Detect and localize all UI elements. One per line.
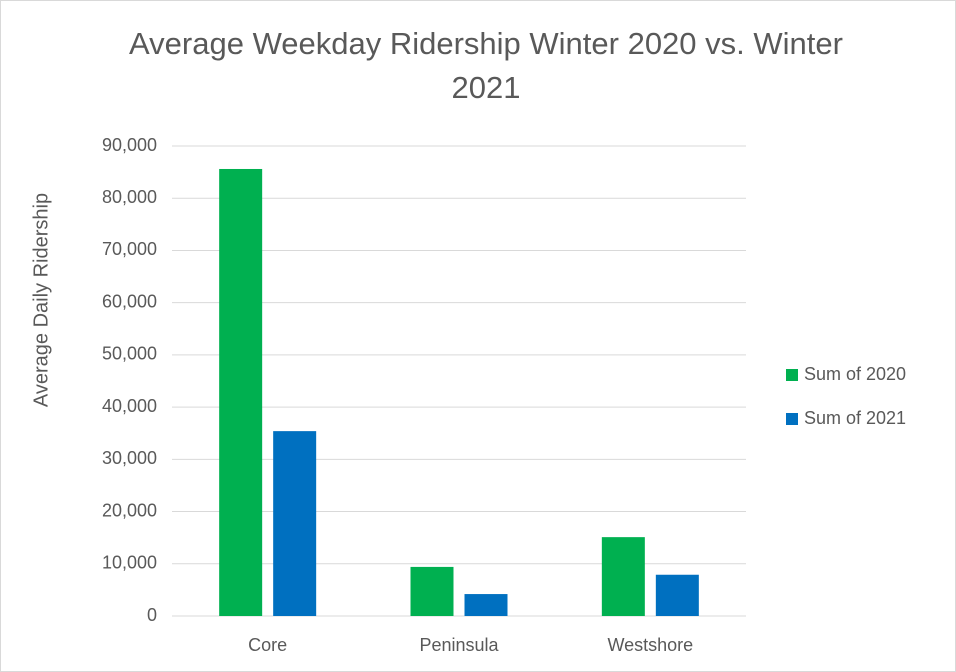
bar	[601, 537, 645, 616]
legend-swatch	[786, 369, 798, 381]
y-tick-label: 70,000	[102, 239, 157, 259]
legend-label: Sum of 2020	[804, 364, 906, 384]
y-tick-label: 40,000	[102, 396, 157, 416]
x-tick-label: Westshore	[607, 635, 693, 655]
x-tick-label: Core	[248, 635, 287, 655]
legend-label: Sum of 2021	[804, 408, 906, 428]
y-tick-label: 60,000	[102, 291, 157, 311]
bar	[655, 574, 699, 616]
bar	[464, 594, 508, 616]
y-tick-label: 20,000	[102, 500, 157, 520]
y-axis-label: Average Daily Ridership	[30, 193, 52, 407]
bar	[273, 431, 317, 616]
legend-swatch	[786, 413, 798, 425]
bar	[410, 566, 454, 616]
y-tick-label: 10,000	[102, 553, 157, 573]
y-tick-label: 80,000	[102, 187, 157, 207]
y-tick-label: 90,000	[102, 135, 157, 155]
y-tick-label: 50,000	[102, 344, 157, 364]
bar	[219, 168, 263, 616]
y-tick-label: 30,000	[102, 448, 157, 468]
y-tick-label: 0	[147, 605, 157, 625]
chart-title: Average Weekday Ridership Winter 2020 vs…	[129, 26, 843, 105]
x-tick-label: Peninsula	[419, 635, 499, 655]
